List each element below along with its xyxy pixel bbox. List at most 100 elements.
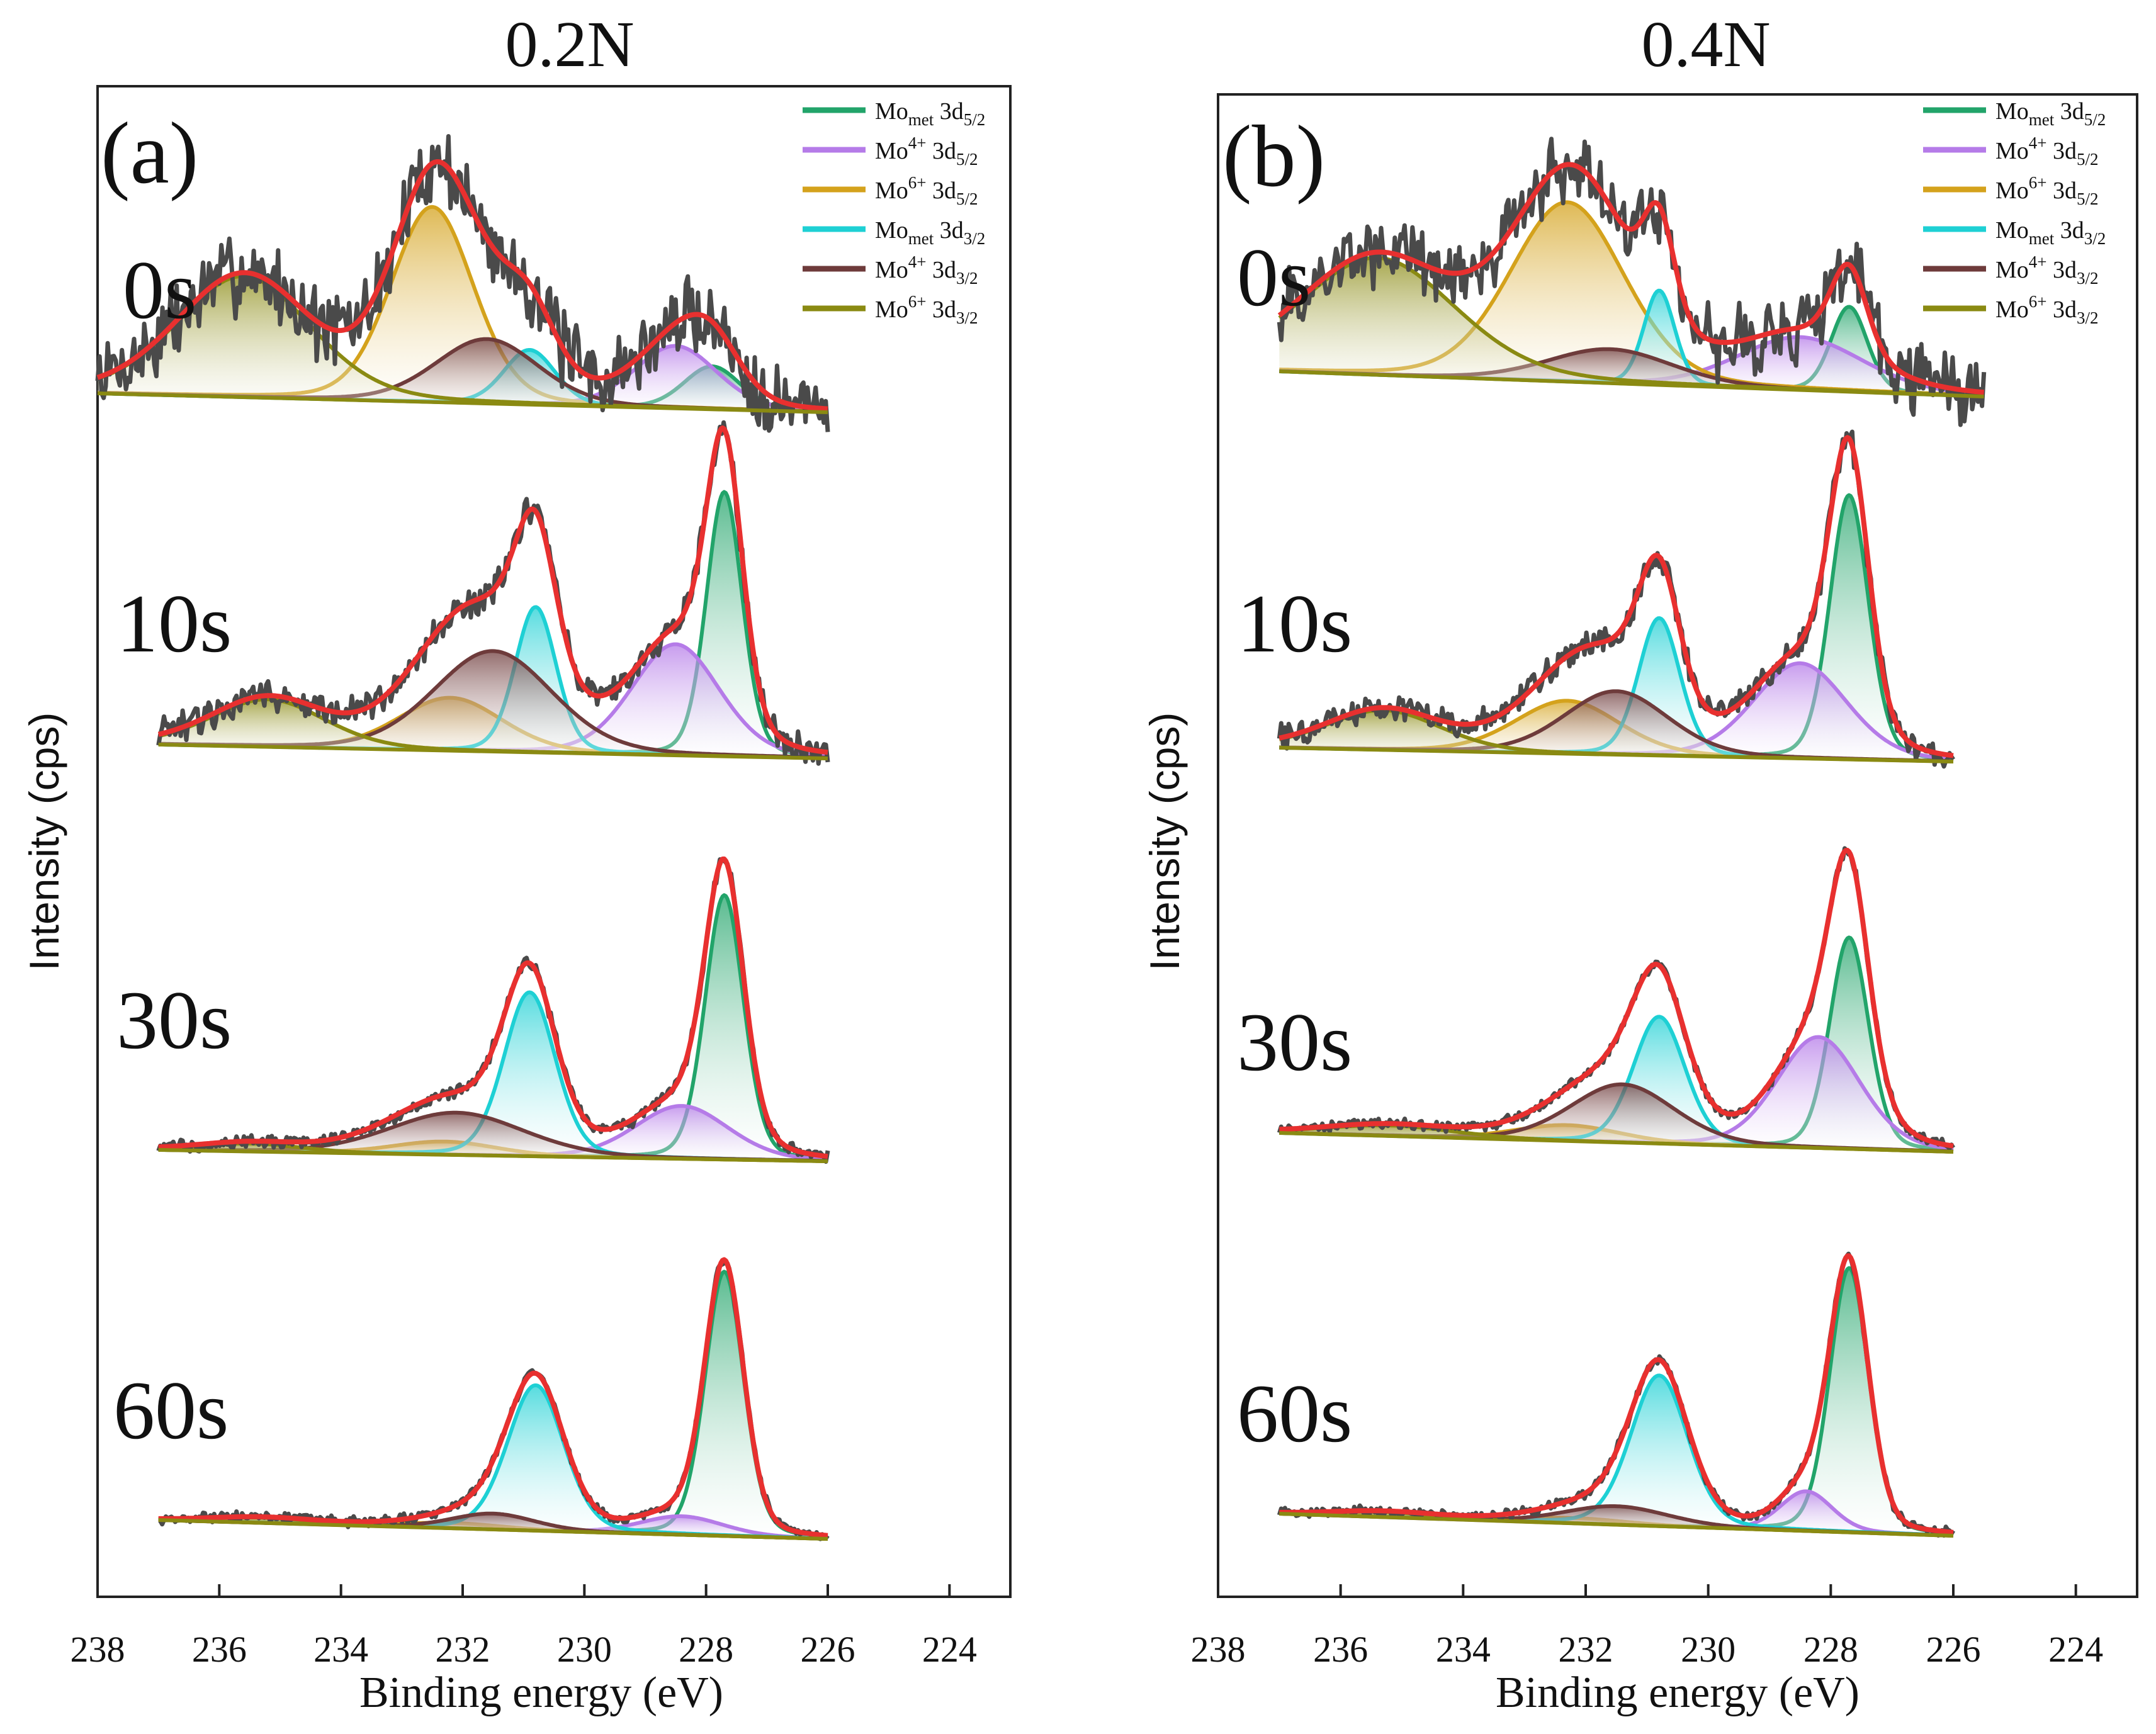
legend-entry: Mo6+ 3d3/2	[1923, 292, 2099, 327]
x-tick-label: 236	[192, 1629, 247, 1670]
legend-label: Mo6+ 3d5/2	[875, 173, 978, 208]
component-fill	[158, 1106, 828, 1161]
panel-a-time-labels: 0s 10s 30s 60s	[113, 244, 232, 1456]
background-line	[1279, 746, 1954, 763]
x-tick-label: 238	[1191, 1629, 1246, 1670]
panel-a-x-ticks: 238 236 234 232 230 228 226 224	[71, 1584, 977, 1670]
spectrum-60s	[157, 1257, 830, 1541]
legend-entry: Mo6+ 3d5/2	[803, 173, 978, 208]
component-fill	[1279, 1375, 1953, 1536]
component-fill	[1279, 337, 1984, 397]
x-tick-label: 228	[679, 1629, 733, 1670]
component-fill	[158, 644, 828, 758]
time-label-10s: 10s	[116, 577, 232, 670]
legend-label: Momet 3d5/2	[875, 98, 985, 129]
component-fill	[1279, 349, 1984, 397]
envelope-fit-line	[1278, 1253, 1955, 1535]
time-label-60s: 60s	[113, 1364, 229, 1456]
legend-label: Mo4+ 3d5/2	[1995, 133, 2099, 169]
panel-a-plot	[95, 134, 830, 1541]
x-tick-label: 232	[1559, 1629, 1613, 1670]
component-fill	[98, 339, 828, 412]
component-fill	[158, 651, 828, 758]
background-line	[97, 391, 828, 414]
legend-label: Mo4+ 3d5/2	[875, 133, 978, 169]
spectrum-30s	[1277, 846, 1955, 1154]
x-tick-label: 224	[2048, 1629, 2103, 1670]
x-tick-label: 230	[1681, 1629, 1736, 1670]
component-fill	[1279, 1084, 1953, 1152]
legend-label: Mo6+ 3d3/2	[875, 292, 978, 327]
panel-b-time-labels: 0s 10s 30s 60s	[1237, 231, 1352, 1460]
panel-b-plot	[1277, 137, 1987, 1538]
legend-entry: Mo6+ 3d3/2	[803, 292, 978, 327]
x-tick-label: 224	[922, 1629, 977, 1670]
envelope-fit-line	[157, 1257, 829, 1538]
legend-label: Mo6+ 3d5/2	[1995, 173, 2099, 208]
time-label-0s: 0s	[1237, 231, 1311, 324]
panel-b-label: (b)	[1222, 108, 1325, 205]
component-fill	[1279, 663, 1953, 762]
x-tick-label: 226	[1926, 1629, 1981, 1670]
panel-b-y-axis-label: Intensity (cps)	[1141, 712, 1188, 971]
legend-entry: Momet 3d3/2	[803, 217, 985, 248]
time-label-10s: 10s	[1237, 577, 1352, 670]
panel-b-title: 0.4N	[1641, 8, 1770, 81]
x-tick-label: 234	[313, 1629, 368, 1670]
component-fill	[158, 699, 828, 758]
component-fill	[158, 1513, 828, 1539]
legend-entry: Momet 3d3/2	[1923, 217, 2106, 248]
component-fill	[1279, 1037, 1953, 1152]
spectrum-30s	[156, 856, 830, 1164]
background-line	[1279, 1131, 1954, 1154]
panel-a-title: 0.2N	[505, 8, 634, 81]
envelope-fit-line	[1277, 162, 1985, 395]
panel-b-legend: Momet 3d5/2 Mo4+ 3d5/2 Mo6+ 3d5/2 Momet 3d3…	[1923, 98, 2106, 327]
component-fill	[1279, 710, 1953, 762]
component-fill	[1279, 495, 1953, 762]
envelope-fit-line	[1278, 848, 1955, 1149]
legend-label: Mo4+ 3d3/2	[875, 252, 978, 288]
panel-b: 0.4N (b) Intensity (cps) Binding energy …	[1141, 8, 2138, 1717]
component-fill	[1279, 691, 1953, 762]
background-line	[1279, 369, 1984, 398]
spectrum-10s	[156, 420, 830, 766]
legend-label: Momet 3d3/2	[1995, 217, 2106, 248]
raw-data-line	[1277, 137, 1987, 427]
legend-label: Mo4+ 3d3/2	[1995, 252, 2099, 288]
x-tick-label: 226	[801, 1629, 855, 1670]
panel-b-x-ticks: 238 236 234 232 230 228 226 224	[1191, 1584, 2103, 1670]
panel-b-x-axis-label: Binding energy (eV)	[1496, 1669, 1860, 1717]
component-fill	[1279, 257, 1984, 397]
component-fill	[1279, 1268, 1953, 1536]
x-tick-label: 228	[1803, 1629, 1858, 1670]
legend-entry: Momet 3d5/2	[803, 98, 985, 129]
component-fill	[158, 1271, 828, 1539]
x-tick-label: 238	[71, 1629, 125, 1670]
spectrum-10s	[1277, 429, 1955, 769]
legend-entry: Mo4+ 3d3/2	[803, 252, 978, 288]
spectrum-60s	[1277, 1251, 1956, 1538]
panel-a-x-axis-label: Binding energy (eV)	[359, 1669, 723, 1717]
panel-a: 0.2N (a) Intensity (cps) Binding energy …	[21, 8, 1012, 1717]
component-fill	[158, 895, 828, 1161]
envelope-fit-line	[157, 856, 829, 1159]
envelope-fit-line	[96, 159, 829, 412]
x-tick-label: 234	[1436, 1629, 1491, 1670]
component-fill	[1279, 1506, 1953, 1536]
x-tick-label: 236	[1313, 1629, 1368, 1670]
envelope-fit-line	[157, 425, 829, 755]
time-label-30s: 30s	[116, 974, 232, 1066]
time-label-30s: 30s	[1237, 996, 1352, 1088]
time-label-0s: 0s	[123, 244, 196, 336]
background-line	[158, 1148, 828, 1163]
legend-entry: Momet 3d5/2	[1923, 98, 2106, 129]
background-line	[1279, 1512, 1954, 1538]
legend-label: Momet 3d3/2	[875, 217, 985, 248]
background-line	[158, 1518, 828, 1541]
component-fill	[98, 206, 828, 412]
component-fill	[158, 492, 828, 758]
panel-a-y-axis-label: Intensity (cps)	[21, 712, 67, 971]
panel-a-label: (a)	[101, 104, 198, 202]
envelope-fit-line	[1278, 435, 1955, 758]
